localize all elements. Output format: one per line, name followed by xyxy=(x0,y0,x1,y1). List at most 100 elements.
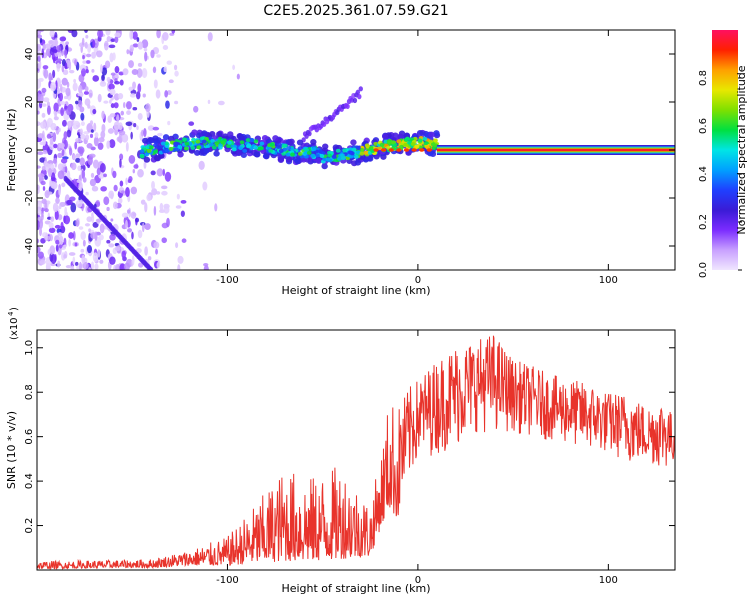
noise-blob xyxy=(86,216,93,223)
noise-blob xyxy=(133,164,139,169)
noise-blob xyxy=(82,54,85,60)
noise-blob xyxy=(132,107,138,111)
trace-blob xyxy=(319,154,325,159)
noise-blob xyxy=(92,252,99,263)
noise-blob xyxy=(88,228,91,233)
trace-blob xyxy=(262,153,270,160)
noise-blob xyxy=(141,39,149,49)
noise-blob xyxy=(109,233,116,241)
noise-blob xyxy=(59,92,64,102)
noise-blob xyxy=(64,206,68,216)
snr-series-line xyxy=(37,335,675,570)
trace-blob xyxy=(142,137,149,144)
y-tick-label: 0.8 xyxy=(24,384,35,400)
noise-blob xyxy=(66,199,73,206)
noise-blob xyxy=(68,238,71,247)
noise-blob xyxy=(166,217,170,228)
noise-blob xyxy=(188,121,195,126)
trace-blob xyxy=(364,143,370,148)
noise-blob xyxy=(52,69,56,79)
noise-blob xyxy=(78,226,84,230)
noise-blob xyxy=(75,219,80,227)
noise-blob xyxy=(48,222,54,229)
noise-blob xyxy=(99,163,106,173)
y-tick-label: 20 xyxy=(24,96,35,109)
trace-blob xyxy=(288,138,295,145)
noise-blob xyxy=(75,100,79,105)
noise-blob xyxy=(91,214,95,224)
noise-blob xyxy=(60,107,65,117)
noise-blob xyxy=(90,129,94,133)
noise-blob xyxy=(37,246,41,254)
trace-blob xyxy=(139,149,145,154)
trace-blob xyxy=(242,148,248,153)
noise-blob xyxy=(123,262,130,270)
noise-blob xyxy=(118,130,126,136)
noise-blob xyxy=(82,60,87,64)
noise-blob xyxy=(73,120,80,126)
noise-blob xyxy=(125,121,133,127)
noise-blob xyxy=(113,102,119,109)
trace-blob xyxy=(321,163,328,170)
noise-blob xyxy=(112,170,117,179)
noise-blob xyxy=(39,259,46,265)
trace-blob xyxy=(403,142,409,147)
noise-blob xyxy=(137,229,143,239)
colorbar-tick-label: 0.0 xyxy=(698,262,709,278)
noise-blob xyxy=(37,209,42,216)
noise-blob xyxy=(58,205,62,210)
noise-blob xyxy=(91,185,99,192)
noise-blob xyxy=(97,93,102,103)
noise-blob xyxy=(61,49,64,57)
noise-blob xyxy=(41,165,46,171)
noise-blob xyxy=(78,84,83,94)
noise-blob xyxy=(75,137,82,143)
trace-blob xyxy=(201,130,208,137)
noise-blob xyxy=(180,210,185,217)
noise-blob xyxy=(37,110,40,115)
trace-blob xyxy=(348,150,354,155)
noise-blob xyxy=(110,38,116,43)
trace-blob xyxy=(213,150,220,157)
noise-blob xyxy=(58,127,61,133)
noise-blob xyxy=(37,68,40,72)
noise-blob xyxy=(61,64,65,73)
noise-blob xyxy=(45,47,52,57)
noise-blob xyxy=(135,91,141,100)
trace-blob xyxy=(253,139,259,144)
noise-blob xyxy=(85,191,89,196)
noise-blob xyxy=(92,159,99,169)
carrier-bead xyxy=(426,148,432,152)
carrier-bead xyxy=(419,148,425,152)
noise-blob xyxy=(48,227,56,234)
noise-blob xyxy=(165,100,170,109)
noise-blob xyxy=(151,188,158,196)
y-tick-label: 0 xyxy=(24,147,35,153)
noise-blob xyxy=(91,68,95,73)
trace-blob xyxy=(195,139,201,144)
noise-blob xyxy=(37,173,45,179)
carrier-bead xyxy=(403,148,410,152)
noise-blob xyxy=(122,102,126,109)
noise-blob xyxy=(75,153,81,159)
streak-blob xyxy=(149,267,154,270)
trace-blob xyxy=(191,137,196,142)
noise-blob xyxy=(110,218,114,222)
trace-blob xyxy=(139,154,145,159)
noise-blob xyxy=(81,254,86,264)
noise-blob xyxy=(78,181,83,192)
branch-blob xyxy=(355,89,361,95)
trace-blob xyxy=(183,146,189,151)
noise-blob xyxy=(39,227,42,237)
noise-blob xyxy=(121,250,126,259)
noise-blob xyxy=(198,160,205,170)
trace-blob xyxy=(253,151,260,158)
noise-blob xyxy=(156,168,164,177)
y-tick-label: 0.4 xyxy=(24,473,35,489)
noise-blob xyxy=(59,83,63,93)
noise-blob xyxy=(125,219,128,230)
noise-blob xyxy=(62,69,69,76)
trace-blob xyxy=(196,145,202,150)
noise-blob xyxy=(42,65,49,70)
noise-blob xyxy=(45,232,48,241)
